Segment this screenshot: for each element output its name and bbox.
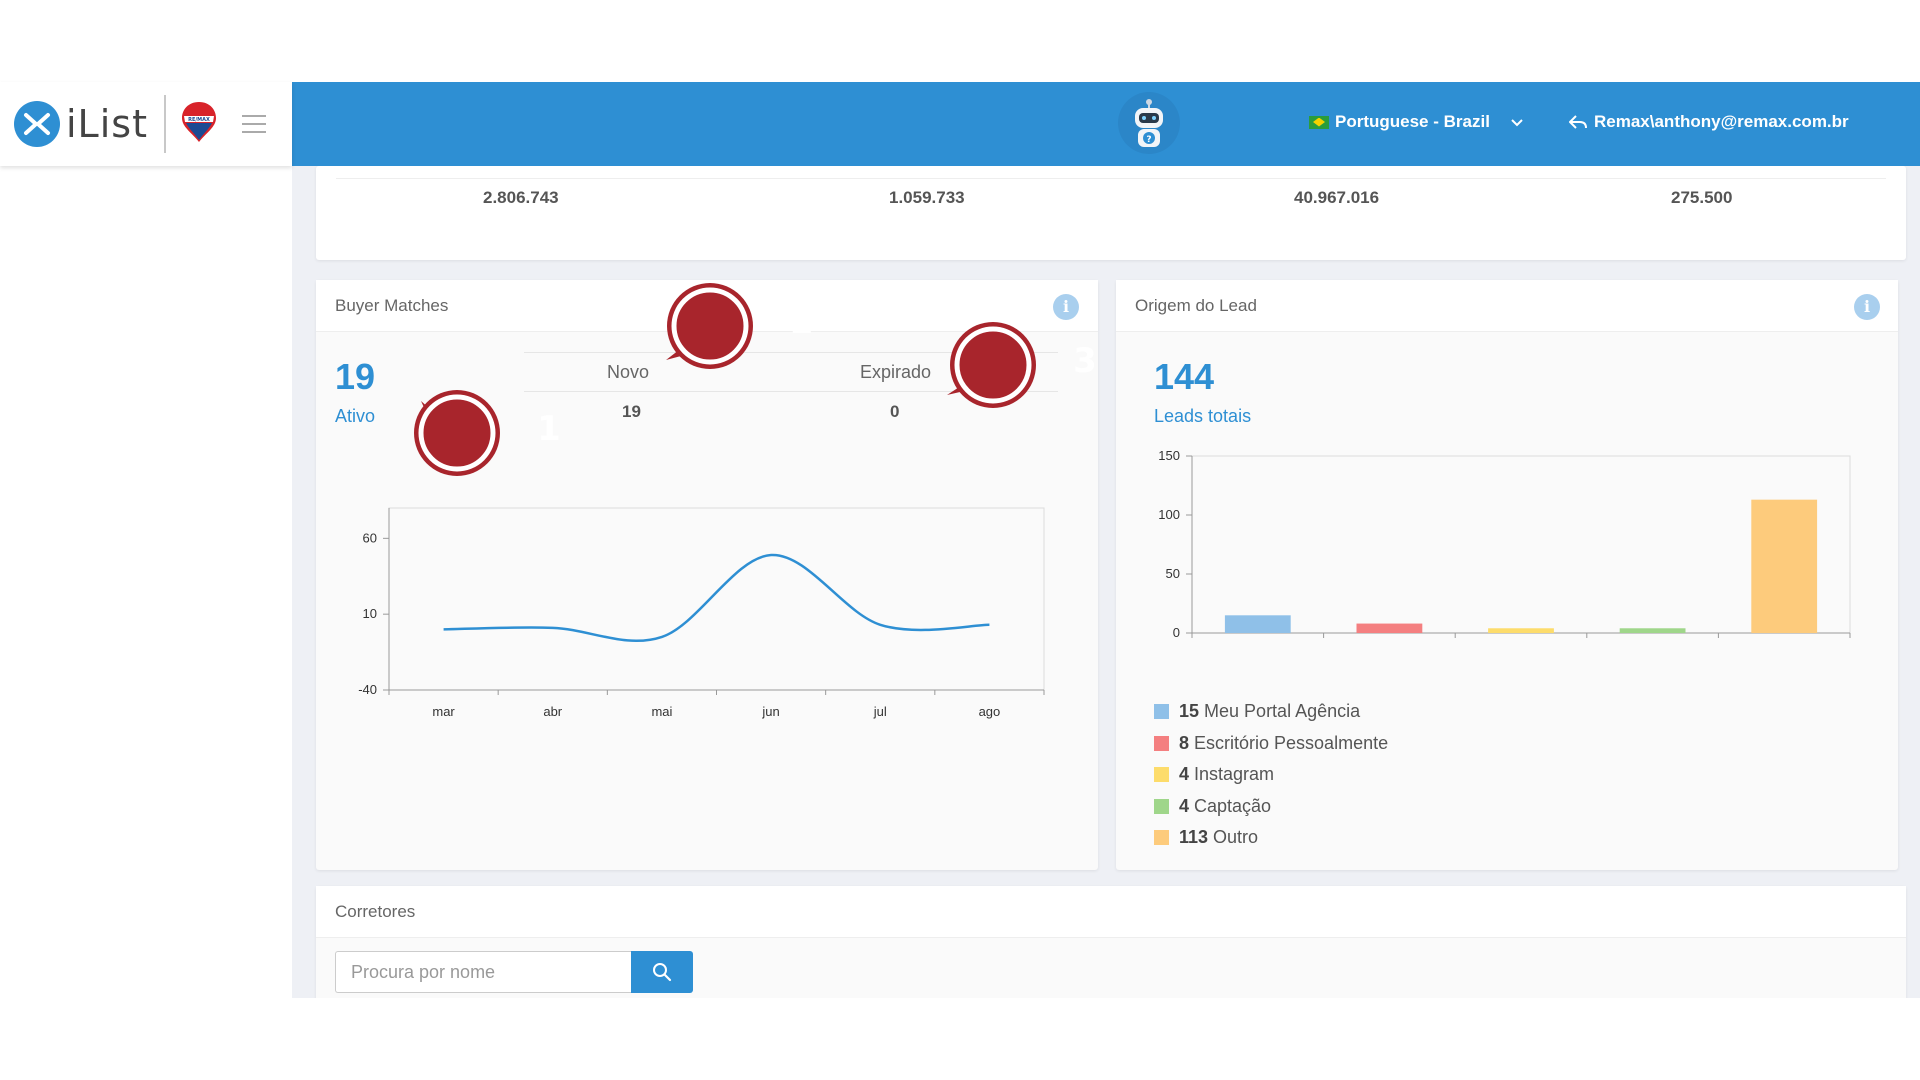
- legend-count: 113: [1179, 827, 1209, 848]
- legend-item: 8 Escritório Pessoalmente: [1154, 728, 1388, 760]
- buyer-matches-line-chart: 60 10 -40 mar abr mai jun jul ago: [358, 507, 1045, 719]
- search-icon: [653, 963, 672, 982]
- leads-total-label: Leads totais: [1154, 406, 1252, 426]
- logout-arrow-icon: [1569, 115, 1587, 129]
- legend-swatch: [1154, 798, 1169, 814]
- stat-value-2: 1.059.733: [889, 188, 965, 207]
- bar: [1356, 623, 1423, 633]
- user-menu[interactable]: Remax\anthony@remax.com.br: [1568, 112, 1849, 132]
- marker-label: 2: [790, 302, 814, 342]
- active-label: Ativo: [335, 406, 376, 426]
- y-tick-label: 60: [363, 530, 377, 545]
- legend-item: 4 Captação: [1154, 791, 1388, 823]
- x-tick-label: jun: [761, 704, 779, 719]
- stat-value-4: 275.500: [1671, 188, 1733, 207]
- chevron-down-icon: [1511, 119, 1523, 127]
- legend-swatch: [1154, 830, 1169, 846]
- series-line: [443, 553, 990, 642]
- svg-text:RE/MAX: RE/MAX: [188, 117, 210, 123]
- table-header-rule: [524, 391, 1058, 392]
- y-tick-label: 100: [1158, 507, 1180, 522]
- legend-label: Meu Portal Agência: [1204, 701, 1361, 722]
- buyer-matches-title: Buyer Matches: [335, 295, 449, 315]
- x-tick-label: jul: [873, 704, 887, 719]
- y-tick-label: 50: [1166, 566, 1180, 581]
- svg-text:?: ?: [1146, 135, 1151, 145]
- y-tick-label: 150: [1158, 448, 1180, 463]
- lead-origin-bar-chart: 150 100 50 0: [1158, 448, 1851, 640]
- legend-count: 8: [1179, 732, 1190, 753]
- legend-item: 113 Outro: [1154, 822, 1388, 854]
- language-label: Portuguese - Brazil: [1335, 112, 1490, 131]
- active-count: 19: [335, 356, 376, 397]
- legend-count: 4: [1179, 795, 1190, 816]
- lead-origin-title: Origem do Lead: [1135, 295, 1257, 315]
- x-tick-label: mai: [651, 704, 672, 719]
- y-tick-label: 0: [1173, 625, 1180, 640]
- legend-swatch: [1154, 735, 1169, 751]
- expirado-header: Expirado: [860, 362, 932, 382]
- info-icon[interactable]: i: [1854, 294, 1880, 320]
- lead-origin-card: Origem do Lead i 144 Leads totais 150 100…: [1116, 280, 1898, 870]
- remax-balloon-logo: RE/MAX: [180, 100, 218, 149]
- corretores-title: Corretores: [335, 901, 416, 921]
- ilist-logo[interactable]: iList: [14, 101, 148, 147]
- expirado-value: 0: [890, 402, 900, 421]
- language-selector[interactable]: Portuguese - Brazil: [1309, 112, 1526, 132]
- novo-header: Novo: [607, 362, 650, 382]
- legend-item: 15 Meu Portal Agência: [1154, 696, 1388, 728]
- y-tick-label: -40: [358, 682, 377, 697]
- bar: [1488, 628, 1554, 633]
- search-input[interactable]: [335, 951, 631, 993]
- info-icon[interactable]: i: [1053, 294, 1079, 320]
- legend-item: 4 Instagram: [1154, 759, 1388, 791]
- top-bar: ? Portuguese - Brazil Remax\anthony@rema…: [292, 82, 1920, 166]
- brazil-flag-icon: [1309, 115, 1329, 129]
- callout-marker-2: 2: [664, 280, 814, 372]
- app-name: iList: [66, 102, 148, 146]
- lead-origin-header: Origem do Lead: [1116, 280, 1898, 332]
- callout-marker-3: 3: [947, 319, 1097, 411]
- stats-divider: [336, 178, 1886, 179]
- help-robot-icon[interactable]: ?: [1118, 92, 1180, 154]
- marker-label: 1: [537, 409, 561, 449]
- table-top-rule: [524, 352, 1058, 353]
- legend-count: 15: [1179, 701, 1200, 722]
- callout-marker-1: 1: [411, 387, 561, 479]
- legend-swatch: [1154, 704, 1169, 720]
- bar: [1619, 628, 1686, 633]
- x-tick-label: ago: [979, 704, 1001, 719]
- lead-origin-legend: 15 Meu Portal Agência 8 Escritório Pesso…: [1154, 696, 1388, 854]
- legend-label: Instagram: [1194, 764, 1275, 785]
- brand-bar: iList RE/MAX: [0, 82, 292, 166]
- stat-value-1: 2.806.743: [483, 188, 559, 207]
- corretores-card: Corretores: [316, 886, 1906, 998]
- marker-label: 3: [1073, 341, 1097, 381]
- search-button[interactable]: [631, 951, 693, 993]
- main-content: ? Portuguese - Brazil Remax\anthony@rema…: [292, 82, 1920, 998]
- legend-label: Escritório Pessoalmente: [1194, 732, 1389, 753]
- user-label: Remax\anthony@remax.com.br: [1594, 112, 1849, 131]
- menu-toggle-icon[interactable]: [241, 115, 266, 133]
- plot-area: [388, 507, 1045, 691]
- bar: [1751, 499, 1818, 633]
- ilist-logo-icon: [14, 101, 60, 147]
- x-tick-label: mar: [432, 704, 455, 719]
- brand-divider: [163, 95, 166, 153]
- legend-label: Outro: [1213, 827, 1259, 848]
- novo-value: 19: [622, 402, 641, 421]
- corretores-header: Corretores: [316, 886, 1906, 938]
- y-tick-label: 10: [363, 606, 377, 621]
- legend-count: 4: [1179, 764, 1190, 785]
- bar: [1224, 615, 1291, 633]
- stats-card: 2.806.743 1.059.733 40.967.016 275.500: [316, 166, 1906, 260]
- stat-value-3: 40.967.016: [1294, 188, 1380, 207]
- search-group: [335, 951, 693, 993]
- legend-label: Captação: [1194, 795, 1272, 816]
- x-tick-label: abr: [543, 704, 562, 719]
- leads-total: 144: [1154, 356, 1215, 397]
- legend-swatch: [1154, 767, 1169, 783]
